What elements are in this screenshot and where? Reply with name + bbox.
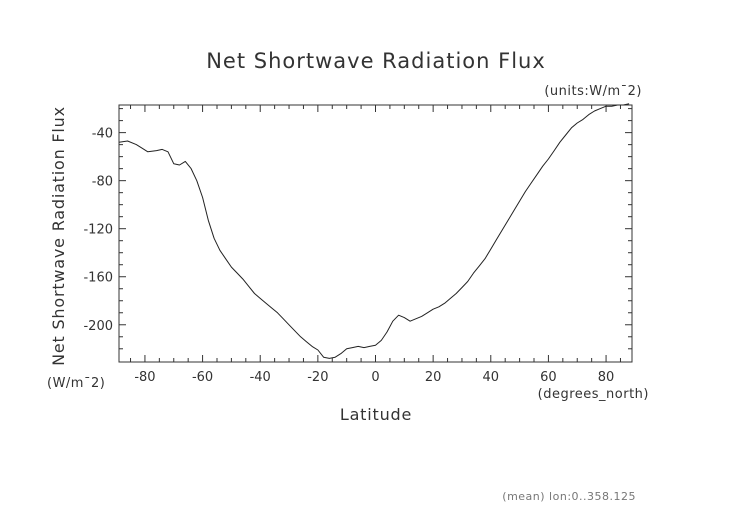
x-tick-label: 80: [598, 370, 615, 385]
x-tick-label: -20: [307, 370, 328, 385]
chart-title: Net Shortwave Radiation Flux: [206, 49, 546, 73]
y-tick-label: -200: [83, 319, 113, 334]
y-tick-label: -40: [92, 127, 113, 142]
footnote: (mean) lon:0..358.125: [502, 490, 636, 503]
x-tick-label: -60: [192, 370, 213, 385]
series-line: [118, 103, 630, 359]
x-axis-units: (degrees_north): [538, 387, 649, 402]
y-axis-label: Net Shortwave Radiation Flux: [49, 106, 68, 366]
y-tick-label: -160: [83, 271, 113, 286]
plot-frame: [118, 104, 633, 363]
x-axis-label: Latitude: [340, 405, 412, 424]
x-tick-label: 0: [371, 370, 379, 385]
units-label: (units:W/m¯2): [544, 84, 642, 99]
x-tick-label: 20: [425, 370, 442, 385]
y-ticks: -40 -80 -120 -160 -200: [83, 108, 632, 350]
x-tick-label: -80: [134, 370, 155, 385]
y-tick-label: -80: [92, 175, 113, 190]
x-ticks: -80 -60 -40 -20 0 20 40 60 80: [130, 105, 621, 385]
y-tick-label: -120: [83, 223, 113, 238]
x-tick-label: 40: [483, 370, 500, 385]
series-lines: [118, 103, 630, 359]
x-tick-label: 60: [540, 370, 557, 385]
y-axis-units: (W/m¯2): [47, 376, 105, 391]
x-tick-label: -40: [250, 370, 271, 385]
